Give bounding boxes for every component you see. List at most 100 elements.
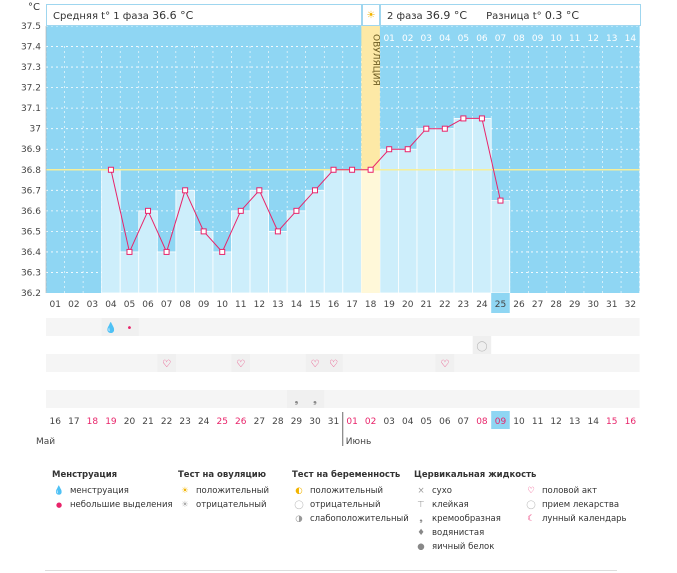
- temperature-point: [163, 248, 170, 255]
- temperature-point: [497, 197, 504, 204]
- calendar-date: 11: [532, 417, 543, 427]
- calendar-date: 07: [458, 417, 469, 427]
- calendar-date: 06: [439, 417, 451, 427]
- phase2-value: 36.9 °C: [425, 9, 468, 22]
- temperature-point: [145, 207, 152, 214]
- phase2-day-label: 11: [569, 34, 580, 44]
- day-number: 08: [179, 300, 191, 310]
- heart-icon: ♡: [527, 486, 535, 496]
- diff-label: Разница t°: [486, 11, 542, 22]
- phase2-day-label: 01: [383, 34, 394, 44]
- calendar-date: 16: [625, 417, 637, 427]
- legend-cervical-title: Цервикальная жидкость: [414, 470, 537, 480]
- legend-medication: прием лекарства: [542, 500, 620, 510]
- day-number: 21: [421, 300, 432, 310]
- day-number: 10: [216, 300, 228, 310]
- day-number: 20: [402, 300, 414, 310]
- y-axis: 36.2 36.3 36.4 36.5 36.6 36.7 36.8 36.9 37 37.1 37…: [21, 22, 47, 299]
- egg-white-icon-cell: [305, 390, 325, 408]
- calendar-date: 28: [272, 417, 284, 427]
- day-number: 31: [606, 300, 617, 310]
- temperature-bar: [268, 230, 288, 294]
- calendar-dates: 16 17 18 19 20 21 22 23 24 25 26 27 28 29 30 31 01 02 03 04…: [36, 411, 636, 447]
- spotting-icon: •: [127, 323, 133, 334]
- y-tick-label: 36.6: [21, 207, 41, 217]
- temperature-point: [256, 187, 263, 194]
- temperature-point: [293, 207, 300, 214]
- y-tick-label: 37.3: [21, 63, 41, 73]
- day-number: 24: [476, 300, 488, 310]
- temperature-bar: [342, 169, 362, 294]
- legend-other: ♡ половой акт ◯ прием лекарства ☾ лунный ка…: [524, 470, 626, 526]
- legend-pregnancy-test: Тест на беременность ◐ положительный ◯ отр…: [292, 470, 409, 526]
- temperature-point: [386, 146, 393, 153]
- ovulation-band-bottom: [361, 169, 380, 293]
- legend-ovulation-test: Тест на овуляцию ☀ положительный ☀ отрицат…: [178, 470, 269, 512]
- marker-rows: 💧 • ◯ ♡ ♡ ♡ ♡ ♡ ❟ ❟: [46, 318, 640, 408]
- day-number: 29: [569, 300, 581, 310]
- phase1-header: Средняя t° 1 фаза 36.6 °C: [46, 4, 362, 26]
- pregnancy-positive-icon: ◐: [295, 486, 303, 496]
- phase2-day-label: 08: [513, 34, 525, 44]
- egg-white-icon: ❟: [313, 395, 317, 406]
- heart-icon-cell: [305, 354, 325, 372]
- phase2-day-label: 02: [402, 34, 413, 44]
- temperature-bar: [472, 118, 492, 294]
- legend-menstruation: Менструация 💧 менструация ● небольшие выде…: [52, 470, 173, 512]
- temperature-bar: [138, 210, 158, 294]
- ovulation-label: ОВУЛЯЦИЯ: [371, 34, 381, 86]
- egg-white-icon-cell: [287, 390, 306, 408]
- heart-icon-cell: [435, 354, 455, 372]
- phase2-day-label: 12: [587, 34, 598, 44]
- legend-menstruation-title: Менструация: [52, 470, 118, 480]
- day-number: 30: [587, 300, 599, 310]
- phase2-day-label: 06: [476, 34, 488, 44]
- legend-cervical-watery: водянистая: [432, 528, 485, 538]
- calendar-date: 01: [346, 417, 357, 427]
- calendar-date: 16: [50, 417, 62, 427]
- temperature-point: [349, 166, 356, 173]
- calendar-date: 25: [216, 417, 227, 427]
- bbt-chart: 01 02 03 04 05 06 07 08 09 10 11 12 13 14 ОВУЛЯЦИЯ 36…: [21, 22, 640, 447]
- grey-sun-icon: ☀: [181, 500, 189, 510]
- day-number: 15: [309, 300, 320, 310]
- temperature-bar: [323, 169, 344, 294]
- heart-icon-cell: [157, 354, 176, 372]
- calendar-date: 13: [569, 417, 580, 427]
- temperature-bar: [435, 128, 455, 294]
- y-tick-label: 37: [30, 125, 41, 135]
- pill-icon: ◯: [476, 341, 487, 352]
- egg-white-icon: ●: [417, 542, 425, 552]
- temperature-bar: [119, 251, 140, 294]
- day-number: 32: [625, 300, 636, 310]
- calendar-date: 04: [402, 417, 414, 427]
- temperature-bar: [101, 169, 121, 294]
- sun-icon: ☀: [181, 486, 189, 496]
- phase1-label: Средняя t° 1 фаза: [53, 11, 149, 22]
- temperature-point: [367, 166, 374, 173]
- y-tick-label: 36.4: [21, 248, 41, 258]
- phase1-value: 36.6 °C: [152, 9, 194, 22]
- calendar-date: 19: [105, 417, 117, 427]
- day-number: 04: [105, 300, 117, 310]
- temperature-line: [107, 115, 504, 255]
- day-number: 28: [550, 300, 562, 310]
- day-number: 01: [50, 300, 61, 310]
- calendar-date: 14: [587, 417, 599, 427]
- divider: [45, 570, 617, 571]
- legend-cervical: Цервикальная жидкость × сухо ⊤ клейкая ❟ кр…: [414, 470, 536, 554]
- calendar-date: 17: [68, 417, 79, 427]
- legend-ovu-negative: отрицательный: [196, 500, 267, 510]
- month-june: Июнь: [346, 437, 372, 447]
- creamy-icon: ❟: [419, 514, 423, 524]
- today-date-highlight: [491, 411, 510, 429]
- phase2-day-label: 03: [421, 34, 432, 44]
- x-axis: 01 02 03 04 05 06 07 08 09 10 11 12 13 14 15 16 17 18 19 20…: [50, 293, 636, 313]
- pill-icon: ◯: [526, 500, 536, 510]
- temperature-point: [107, 166, 114, 173]
- calendar-date: 10: [513, 417, 525, 427]
- temperature-point: [200, 228, 207, 235]
- temperature-bar: [490, 200, 511, 294]
- menstruation-icon: 💧: [105, 321, 117, 334]
- temperature-bar: [193, 230, 214, 294]
